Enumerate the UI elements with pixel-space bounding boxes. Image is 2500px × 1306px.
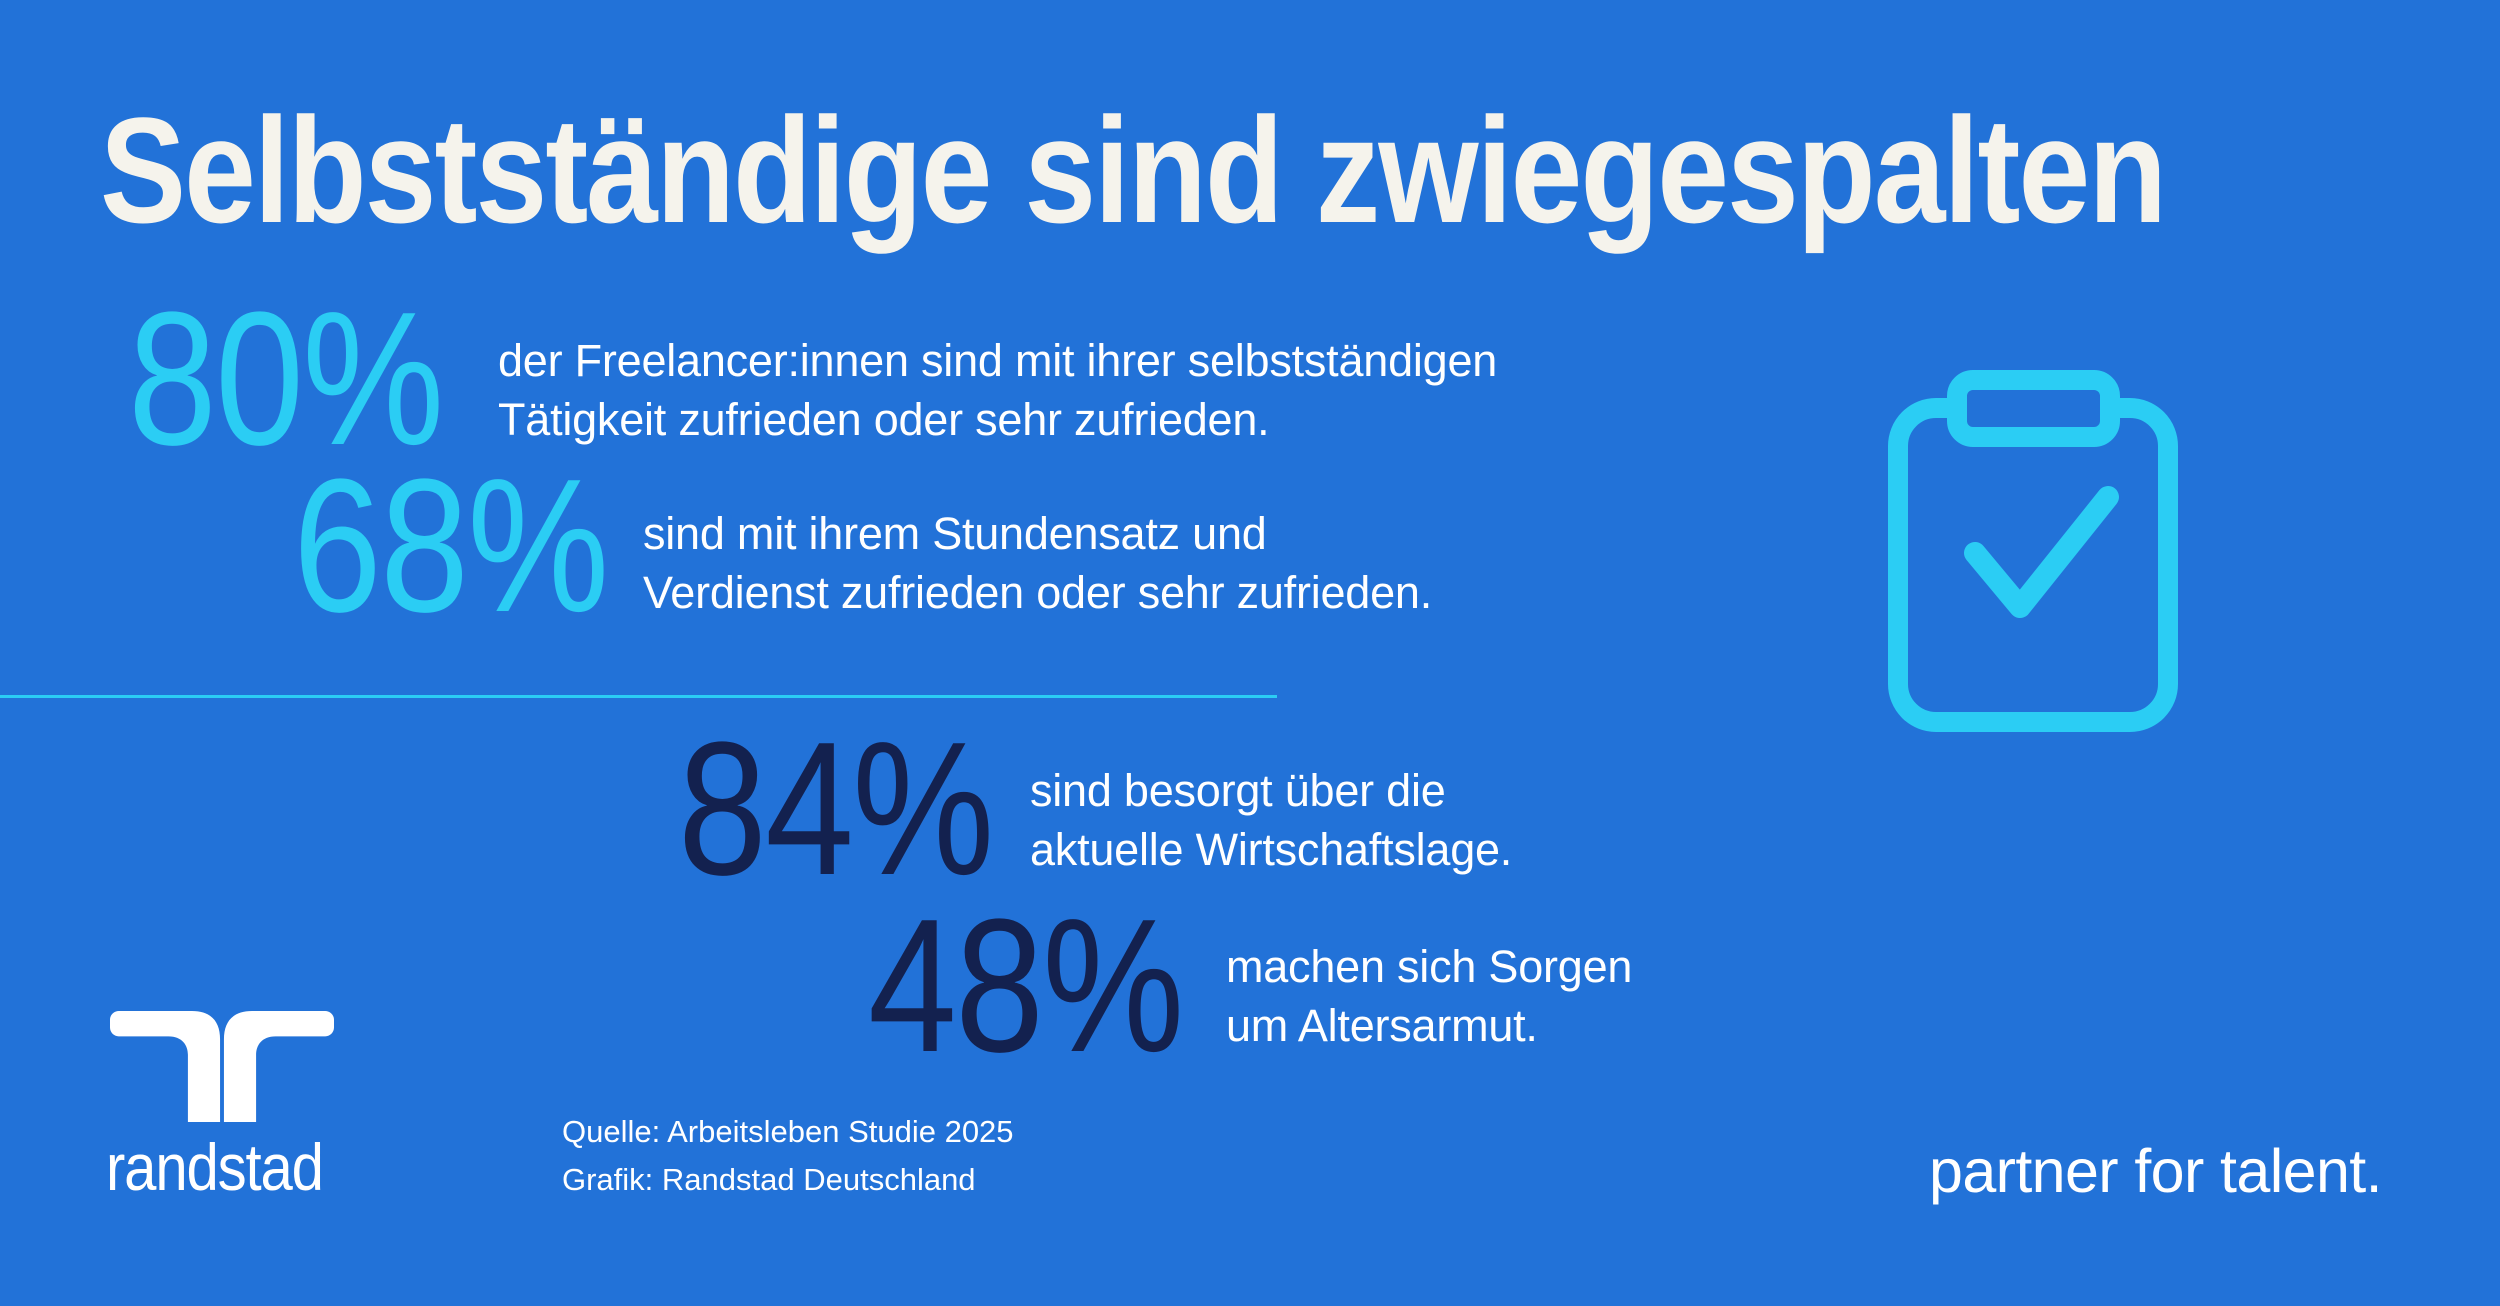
stat-description-line: Verdienst zufrieden oder sehr zufrieden. — [643, 566, 1432, 618]
stat-value-80: 80% — [128, 273, 444, 485]
stat-description-84: sind besorgt über die aktuelle Wirtschaf… — [1030, 762, 1512, 879]
clipboard-check-icon — [1888, 370, 2178, 732]
stat-value-48: 48% — [868, 880, 1184, 1092]
source-quelle: Quelle: Arbeitsleben Studie 2025 — [562, 1114, 1014, 1149]
stat-value-68: 68% — [293, 440, 609, 652]
stat-description-line: um Altersarmut. — [1226, 999, 1538, 1051]
stat-description-line: aktuelle Wirtschaftslage. — [1030, 823, 1513, 875]
stat-description-line: sind besorgt über die — [1030, 765, 1446, 816]
stat-description-48: machen sich Sorgen um Altersarmut. — [1226, 938, 1632, 1055]
stat-value-84: 84% — [678, 703, 994, 915]
stat-description-line: der Freelancer:innen sind mit ihrer selb… — [498, 335, 1498, 386]
randstad-wordmark: randstad — [106, 1130, 324, 1204]
section-divider — [0, 695, 1277, 698]
source-grafik: Grafik: Randstad Deutschland — [562, 1162, 976, 1198]
page-title: Selbstständige sind zwiegespalten — [100, 86, 2167, 254]
stat-description-80: der Freelancer:innen sind mit ihrer selb… — [498, 332, 1497, 449]
stat-description-line: sind mit ihrem Stundensatz und — [643, 508, 1267, 559]
brand-tagline: partner for talent. — [1929, 1137, 2383, 1205]
stat-description-line: Tätigkeit zufrieden oder sehr zufrieden. — [498, 393, 1270, 445]
randstad-logo-icon — [110, 1011, 334, 1123]
stat-description-line: machen sich Sorgen — [1226, 941, 1633, 992]
source-credits: Quelle: Arbeitsleben Studie 2025 Grafik:… — [562, 1108, 1014, 1204]
stat-description-68: sind mit ihrem Stundensatz und Verdienst… — [643, 505, 1432, 622]
